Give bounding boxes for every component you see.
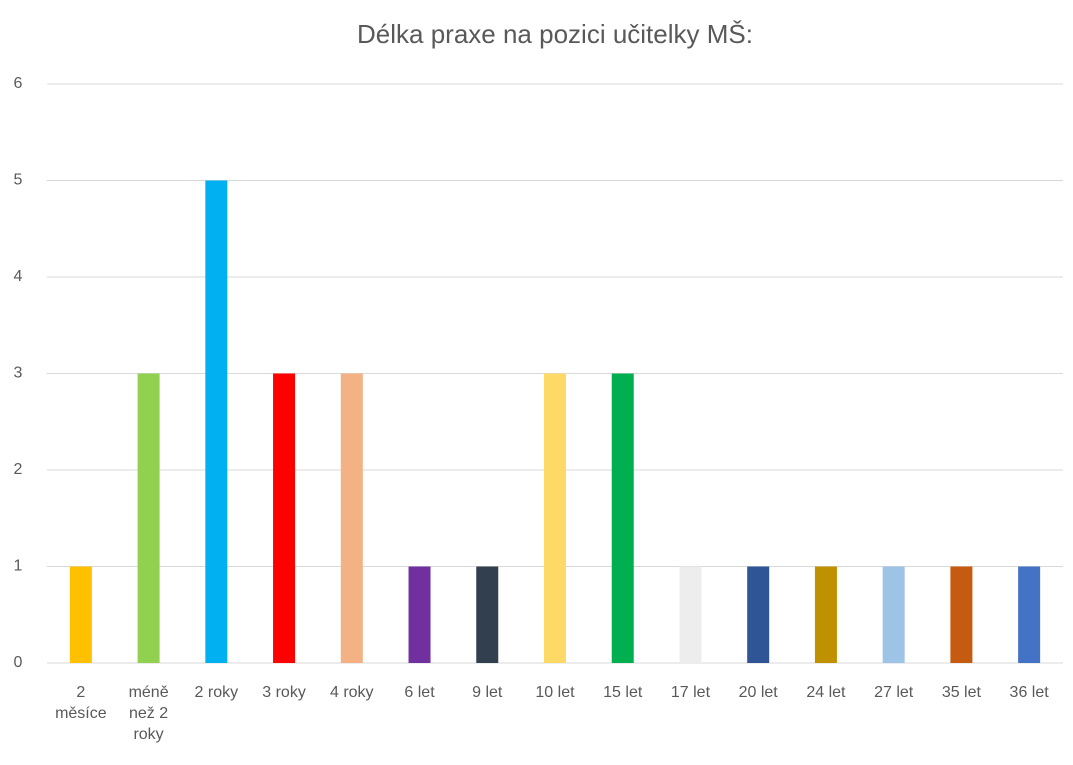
chart-title: Délka praxe na pozici učitelky MŠ: (357, 19, 753, 49)
x-tick-label: 4 roky (329, 684, 374, 701)
x-tick-label: méně než 2 roky (128, 684, 169, 743)
bar (69, 566, 92, 663)
x-tick-label: 35 let (941, 684, 981, 701)
y-tick-label: 1 (14, 558, 23, 575)
bar (544, 373, 566, 663)
y-tick-label: 6 (14, 75, 23, 92)
bar (476, 566, 499, 663)
x-tick-label: 17 let (670, 684, 711, 701)
bar (611, 373, 634, 663)
x-tick-label: 15 let (603, 684, 643, 701)
x-tick-label: 10 let (535, 684, 575, 701)
x-tick-label: 2 měsíce (55, 684, 107, 722)
bar (408, 566, 431, 663)
bar (950, 566, 973, 663)
x-tick-label: 3 roky (262, 684, 306, 701)
bar (679, 566, 702, 663)
x-tick-label: 36 let (1009, 684, 1049, 701)
bar (340, 373, 363, 663)
x-tick-label: 2 roky (194, 684, 239, 701)
x-tick-label: 27 let (874, 684, 914, 701)
x-tick-label: 20 let (738, 684, 778, 701)
bar (814, 566, 837, 663)
bar (205, 180, 228, 663)
bar (137, 373, 160, 663)
x-tick-label: 6 let (404, 684, 435, 701)
y-tick-label: 0 (14, 654, 23, 671)
bar (273, 373, 296, 663)
y-tick-label: 5 (14, 172, 23, 189)
bar (1018, 566, 1041, 663)
y-tick-label: 3 (14, 365, 23, 382)
x-tick-label: 24 let (806, 684, 846, 701)
y-tick-label: 4 (14, 268, 23, 285)
bar (882, 566, 905, 663)
bar (747, 566, 770, 663)
y-tick-label: 2 (14, 461, 23, 478)
x-tick-label: 9 let (472, 684, 503, 701)
